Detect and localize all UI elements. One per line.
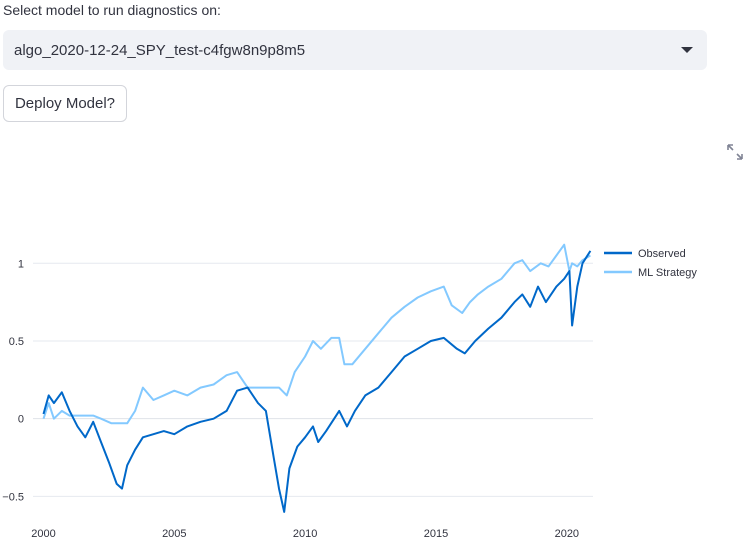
chevron-down-icon[interactable] bbox=[681, 47, 693, 53]
expand-icon[interactable] bbox=[726, 143, 744, 161]
model-select[interactable]: algo_2020-12-24_SPY_test-c4fgw8n9p8m5 bbox=[3, 30, 707, 70]
x-tick-label: 2005 bbox=[162, 528, 186, 540]
y-tick-label: −0.5 bbox=[2, 491, 24, 503]
series-line-ml-strategy bbox=[42, 243, 591, 425]
x-tick-label: 2000 bbox=[31, 528, 55, 540]
y-tick-label: 1 bbox=[18, 258, 24, 270]
legend-label: Observed bbox=[638, 248, 686, 260]
x-tick-label: 2020 bbox=[555, 528, 579, 540]
x-tick-label: 2015 bbox=[424, 528, 448, 540]
y-tick-label: 0.5 bbox=[9, 336, 24, 348]
deploy-model-button[interactable]: Deploy Model? bbox=[3, 85, 127, 122]
legend-label: ML Strategy bbox=[638, 267, 697, 279]
chart-container: −0.5 0 0.5 1 2000 2005 2010 2015 2020 Observed ML … bbox=[0, 160, 750, 560]
y-tick-label: 0 bbox=[18, 414, 24, 426]
line-chart: −0.5 0 0.5 1 2000 2005 2010 2015 2020 Observed ML … bbox=[2, 243, 697, 540]
series-line-observed bbox=[42, 250, 592, 513]
x-tick-label: 2010 bbox=[293, 528, 317, 540]
model-select-label: Select model to run diagnostics on: bbox=[3, 2, 221, 18]
model-select-value: algo_2020-12-24_SPY_test-c4fgw8n9p8m5 bbox=[14, 41, 306, 59]
